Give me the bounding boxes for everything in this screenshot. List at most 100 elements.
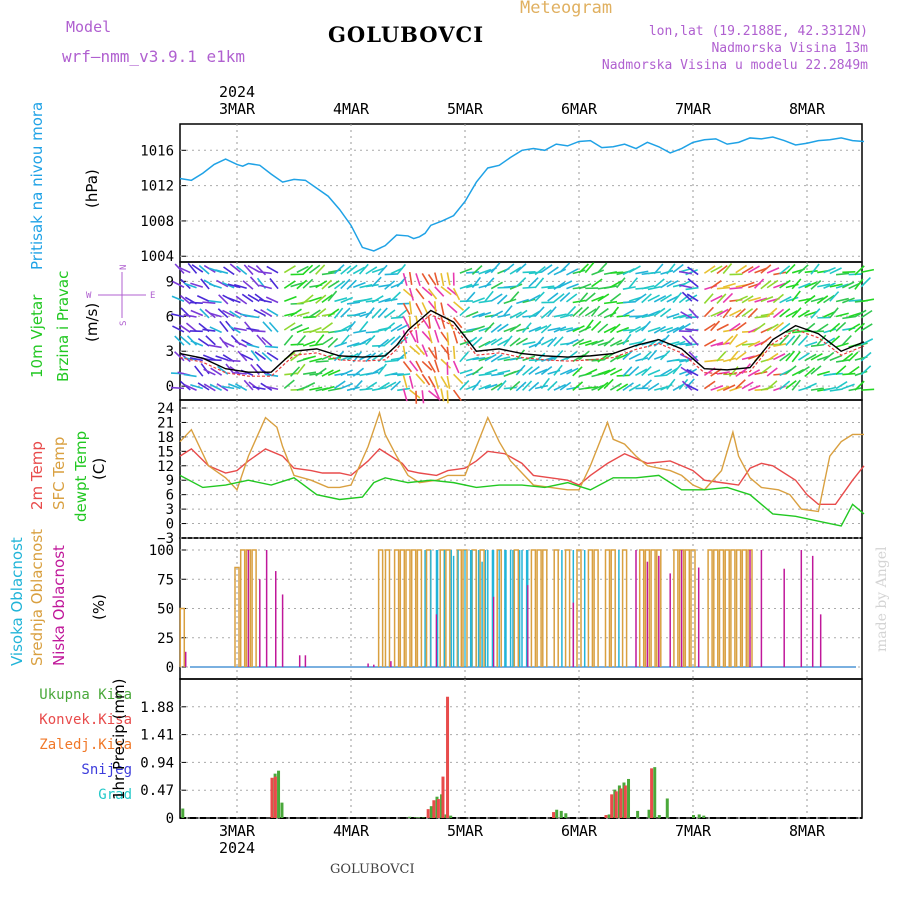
wind-vector: [321, 322, 333, 332]
wind-vector: [296, 265, 309, 274]
wind-vector: [534, 325, 548, 332]
wind-vector: [223, 266, 235, 276]
wind-vector: [465, 311, 479, 318]
wind-vector: [584, 319, 594, 331]
compass-n: N: [119, 265, 129, 270]
wind-vector: [729, 309, 742, 317]
wind-vector: [179, 335, 191, 346]
bottom-xtick-label: 6MAR: [561, 822, 598, 840]
wind-vector: [384, 359, 398, 363]
wind-vector: [484, 368, 498, 375]
wind-vector: [302, 278, 314, 289]
wind-vector: [628, 352, 642, 361]
wind-vector: [302, 294, 314, 304]
wind-vector: [773, 282, 786, 289]
wind-vector: [723, 357, 737, 363]
wind-vector: [309, 326, 322, 334]
wind-vector: [402, 316, 411, 329]
wind-vector: [236, 265, 248, 275]
wind-vector: [681, 291, 693, 302]
wind-vector: [647, 369, 661, 376]
precip-bar-total: [564, 813, 568, 818]
wind-vector: [534, 368, 548, 376]
wind-vector: [346, 320, 356, 332]
wind-vector: [197, 337, 210, 347]
precip-bar-convective: [426, 809, 430, 818]
cloud-bar-mid: [730, 549, 736, 667]
cloud-bar-mid: [718, 549, 725, 667]
wind-vector: [421, 390, 425, 404]
wind-vector: [490, 293, 503, 302]
ytick-label: 0: [166, 379, 174, 395]
wind-vector: [250, 350, 260, 362]
wind-vector: [189, 301, 203, 305]
wind-vector: [566, 283, 579, 290]
precip-legend-item: Grad: [98, 787, 132, 803]
precip-legend-item: Snijeg: [81, 762, 132, 778]
wind-vector: [710, 320, 721, 332]
wind-vector: [735, 295, 748, 303]
wind-vector: [748, 353, 761, 360]
wind-vector: [578, 283, 592, 290]
wind-vector: [534, 277, 545, 289]
wind-vector: [268, 321, 279, 333]
signature: made by Angel: [874, 546, 890, 652]
wind-vector: [678, 330, 692, 333]
cloud-unit: (%): [90, 594, 108, 620]
wind-vector: [471, 366, 484, 376]
wind-vector: [427, 330, 433, 344]
wind-vector: [653, 263, 664, 275]
wind-vector: [452, 345, 456, 359]
cloud-bar-mid: [684, 549, 691, 667]
wind-vector: [591, 269, 604, 276]
wind-vector: [716, 371, 730, 375]
wind-vector: [785, 380, 797, 390]
wind-vector: [459, 368, 473, 375]
wind-vector: [242, 280, 254, 290]
wind-vector: [785, 328, 799, 333]
wind-vector: [728, 333, 739, 346]
cloud-bar-mid: [593, 549, 599, 667]
wind-vector: [565, 305, 577, 317]
wind-vector: [321, 271, 335, 276]
wind-vector: [509, 291, 520, 302]
wind-vector: [660, 269, 674, 275]
wind-vector: [172, 280, 185, 288]
ytick-label: 3: [166, 502, 174, 518]
wind-vector: [241, 293, 254, 303]
wind-vector: [327, 308, 340, 318]
top-xtick-label: 7MAR: [675, 100, 712, 118]
wind-vector: [559, 381, 572, 391]
wind-vector: [835, 381, 848, 390]
wind-vector: [484, 322, 495, 333]
wind-vector: [266, 308, 279, 317]
wind-vector: [541, 356, 554, 363]
cloud-bar-mid: [587, 549, 594, 667]
wind-vector: [766, 367, 778, 377]
wind-vector: [194, 365, 204, 377]
wind-vector: [415, 288, 425, 300]
cloud-bar-mid: [377, 549, 384, 667]
wind-vector: [848, 299, 862, 302]
wind-vector: [434, 329, 440, 343]
wind-vector: [547, 292, 559, 302]
wind-vector: [728, 350, 739, 362]
wind-vector: [258, 298, 272, 304]
wind-vector: [716, 385, 730, 392]
wind-vector: [779, 380, 791, 391]
precip-bar-convective: [610, 794, 614, 818]
wind-vector: [804, 270, 818, 274]
wind-vector: [184, 282, 197, 289]
wind-vector: [446, 303, 458, 314]
cloud-bar-mid: [234, 566, 240, 667]
cloud-bar-mid: [513, 549, 520, 667]
cloud-bar-mid: [239, 549, 246, 667]
wind-vector: [779, 322, 791, 332]
wind-vector: [200, 363, 210, 375]
wind-vector: [572, 325, 585, 333]
wind-vector: [221, 281, 235, 289]
wind-vector: [503, 305, 513, 317]
wind-vector: [748, 296, 762, 302]
precip-bar-convective: [441, 776, 445, 818]
wind-vector: [686, 368, 699, 377]
